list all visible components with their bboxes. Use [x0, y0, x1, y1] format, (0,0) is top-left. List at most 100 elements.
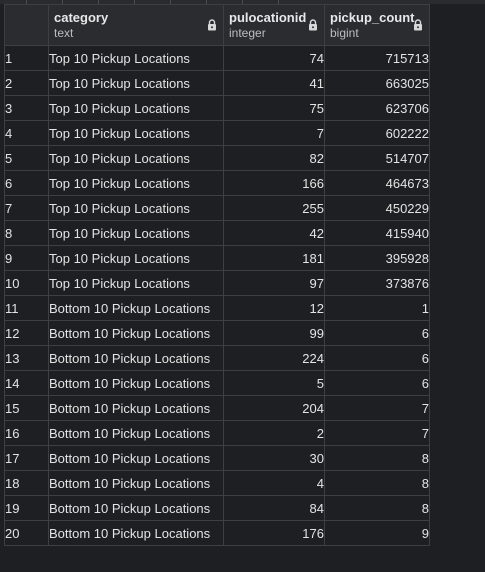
- cell-pickup-count[interactable]: 6: [324, 370, 430, 396]
- cell-pulocationid[interactable]: 82: [223, 145, 325, 171]
- cell-pickup-count[interactable]: 623706: [324, 95, 430, 121]
- table-row[interactable]: 13 Bottom 10 Pickup Locations 224 6: [4, 345, 430, 371]
- column-header-pickup-count[interactable]: pickup_count bigint: [324, 4, 430, 46]
- row-number[interactable]: 1: [4, 45, 49, 71]
- cell-pickup-count[interactable]: 7: [324, 420, 430, 446]
- cell-pulocationid[interactable]: 12: [223, 295, 325, 321]
- table-row[interactable]: 2 Top 10 Pickup Locations 41 663025: [4, 70, 430, 96]
- cell-category[interactable]: Top 10 Pickup Locations: [48, 220, 224, 246]
- cell-pulocationid[interactable]: 99: [223, 320, 325, 346]
- table-row[interactable]: 10 Top 10 Pickup Locations 97 373876: [4, 270, 430, 296]
- row-number-header[interactable]: [4, 4, 49, 46]
- cell-category[interactable]: Top 10 Pickup Locations: [48, 170, 224, 196]
- table-row[interactable]: 14 Bottom 10 Pickup Locations 5 6: [4, 370, 430, 396]
- cell-pulocationid[interactable]: 166: [223, 170, 325, 196]
- cell-category[interactable]: Bottom 10 Pickup Locations: [48, 520, 224, 546]
- row-number[interactable]: 19: [4, 495, 49, 521]
- row-number[interactable]: 17: [4, 445, 49, 471]
- table-row[interactable]: 20 Bottom 10 Pickup Locations 176 9: [4, 520, 430, 546]
- row-number[interactable]: 8: [4, 220, 49, 246]
- table-row[interactable]: 18 Bottom 10 Pickup Locations 4 8: [4, 470, 430, 496]
- row-number[interactable]: 3: [4, 95, 49, 121]
- table-row[interactable]: 6 Top 10 Pickup Locations 166 464673: [4, 170, 430, 196]
- cell-pickup-count[interactable]: 6: [324, 320, 430, 346]
- table-row[interactable]: 5 Top 10 Pickup Locations 82 514707: [4, 145, 430, 171]
- cell-pickup-count[interactable]: 415940: [324, 220, 430, 246]
- cell-pickup-count[interactable]: 7: [324, 395, 430, 421]
- row-number[interactable]: 15: [4, 395, 49, 421]
- cell-category[interactable]: Top 10 Pickup Locations: [48, 45, 224, 71]
- cell-pickup-count[interactable]: 715713: [324, 45, 430, 71]
- cell-category[interactable]: Top 10 Pickup Locations: [48, 70, 224, 96]
- cell-category[interactable]: Top 10 Pickup Locations: [48, 270, 224, 296]
- column-header-category[interactable]: category text: [48, 4, 224, 46]
- cell-pulocationid[interactable]: 75: [223, 95, 325, 121]
- row-number[interactable]: 4: [4, 120, 49, 146]
- row-number[interactable]: 5: [4, 145, 49, 171]
- row-number[interactable]: 16: [4, 420, 49, 446]
- row-number[interactable]: 18: [4, 470, 49, 496]
- cell-category[interactable]: Bottom 10 Pickup Locations: [48, 395, 224, 421]
- cell-category[interactable]: Top 10 Pickup Locations: [48, 95, 224, 121]
- table-row[interactable]: 4 Top 10 Pickup Locations 7 602222: [4, 120, 430, 146]
- cell-pickup-count[interactable]: 8: [324, 470, 430, 496]
- cell-pickup-count[interactable]: 514707: [324, 145, 430, 171]
- cell-category[interactable]: Top 10 Pickup Locations: [48, 145, 224, 171]
- table-row[interactable]: 15 Bottom 10 Pickup Locations 204 7: [4, 395, 430, 421]
- cell-pulocationid[interactable]: 30: [223, 445, 325, 471]
- cell-pulocationid[interactable]: 74: [223, 45, 325, 71]
- cell-category[interactable]: Top 10 Pickup Locations: [48, 120, 224, 146]
- cell-pickup-count[interactable]: 464673: [324, 170, 430, 196]
- cell-category[interactable]: Top 10 Pickup Locations: [48, 245, 224, 271]
- cell-pulocationid[interactable]: 7: [223, 120, 325, 146]
- cell-pickup-count[interactable]: 450229: [324, 195, 430, 221]
- cell-pulocationid[interactable]: 5: [223, 370, 325, 396]
- table-row[interactable]: 19 Bottom 10 Pickup Locations 84 8: [4, 495, 430, 521]
- cell-pickup-count[interactable]: 9: [324, 520, 430, 546]
- cell-pickup-count[interactable]: 8: [324, 445, 430, 471]
- row-number[interactable]: 2: [4, 70, 49, 96]
- column-header-pulocationid[interactable]: pulocationid integer: [223, 4, 325, 46]
- row-number[interactable]: 20: [4, 520, 49, 546]
- cell-pickup-count[interactable]: 602222: [324, 120, 430, 146]
- cell-pulocationid[interactable]: 255: [223, 195, 325, 221]
- table-row[interactable]: 11 Bottom 10 Pickup Locations 12 1: [4, 295, 430, 321]
- cell-category[interactable]: Bottom 10 Pickup Locations: [48, 420, 224, 446]
- cell-pulocationid[interactable]: 176: [223, 520, 325, 546]
- cell-pickup-count[interactable]: 663025: [324, 70, 430, 96]
- cell-category[interactable]: Bottom 10 Pickup Locations: [48, 295, 224, 321]
- cell-category[interactable]: Bottom 10 Pickup Locations: [48, 470, 224, 496]
- cell-pulocationid[interactable]: 4: [223, 470, 325, 496]
- cell-category[interactable]: Bottom 10 Pickup Locations: [48, 320, 224, 346]
- table-row[interactable]: 1 Top 10 Pickup Locations 74 715713: [4, 45, 430, 71]
- table-row[interactable]: 8 Top 10 Pickup Locations 42 415940: [4, 220, 430, 246]
- table-row[interactable]: 17 Bottom 10 Pickup Locations 30 8: [4, 445, 430, 471]
- row-number[interactable]: 12: [4, 320, 49, 346]
- cell-pickup-count[interactable]: 373876: [324, 270, 430, 296]
- cell-category[interactable]: Bottom 10 Pickup Locations: [48, 495, 224, 521]
- cell-pulocationid[interactable]: 42: [223, 220, 325, 246]
- cell-pulocationid[interactable]: 181: [223, 245, 325, 271]
- cell-pulocationid[interactable]: 41: [223, 70, 325, 96]
- cell-pulocationid[interactable]: 204: [223, 395, 325, 421]
- row-number[interactable]: 10: [4, 270, 49, 296]
- cell-pickup-count[interactable]: 6: [324, 345, 430, 371]
- cell-category[interactable]: Top 10 Pickup Locations: [48, 195, 224, 221]
- table-row[interactable]: 12 Bottom 10 Pickup Locations 99 6: [4, 320, 430, 346]
- row-number[interactable]: 6: [4, 170, 49, 196]
- row-number[interactable]: 9: [4, 245, 49, 271]
- cell-pulocationid[interactable]: 224: [223, 345, 325, 371]
- row-number[interactable]: 13: [4, 345, 49, 371]
- row-number[interactable]: 7: [4, 195, 49, 221]
- table-row[interactable]: 7 Top 10 Pickup Locations 255 450229: [4, 195, 430, 221]
- cell-category[interactable]: Bottom 10 Pickup Locations: [48, 345, 224, 371]
- cell-category[interactable]: Bottom 10 Pickup Locations: [48, 370, 224, 396]
- row-number[interactable]: 14: [4, 370, 49, 396]
- cell-pulocationid[interactable]: 84: [223, 495, 325, 521]
- cell-pickup-count[interactable]: 8: [324, 495, 430, 521]
- table-row[interactable]: 3 Top 10 Pickup Locations 75 623706: [4, 95, 430, 121]
- cell-pulocationid[interactable]: 2: [223, 420, 325, 446]
- table-row[interactable]: 16 Bottom 10 Pickup Locations 2 7: [4, 420, 430, 446]
- cell-pulocationid[interactable]: 97: [223, 270, 325, 296]
- table-row[interactable]: 9 Top 10 Pickup Locations 181 395928: [4, 245, 430, 271]
